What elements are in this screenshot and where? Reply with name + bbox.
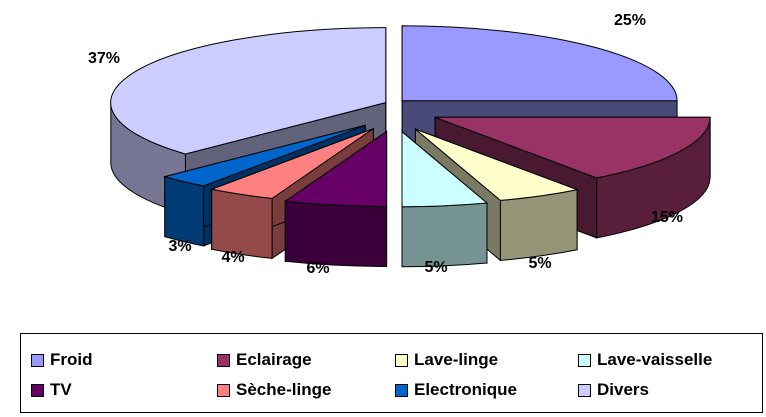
pie-chart-canvas: 25% 15% 5% 5% 6% 4% 3% 37%: [88, 12, 711, 277]
legend-swatch-divers: [578, 383, 591, 397]
legend-label-tv: TV: [50, 380, 72, 399]
slice-percent-label: 4%: [221, 249, 244, 266]
legend-swatch-eclairage: [217, 353, 230, 367]
legend-item-divers: Divers: [578, 378, 649, 402]
slice-percent-label: 25%: [614, 12, 646, 29]
legend-item-seche-linge: Sèche-linge: [217, 378, 331, 402]
legend-swatch-froid: [31, 353, 44, 367]
slice-percent-label: 5%: [424, 259, 447, 276]
legend-swatch-lave-vaisselle: [578, 353, 591, 367]
pie-slice: [283, 130, 388, 268]
legend-swatch-electronique: [395, 383, 408, 397]
legend-label-lave-vaisselle: Lave-vaisselle: [597, 350, 713, 369]
legend-swatch-seche-linge: [217, 383, 230, 397]
slice-percent-label: 3%: [168, 238, 191, 255]
legend-item-tv: TV: [31, 378, 72, 402]
legend-label-eclairage: Eclairage: [236, 350, 312, 369]
legend-item-eclairage: Eclairage: [217, 348, 312, 372]
legend-label-divers: Divers: [597, 380, 649, 399]
chart-legend: Froid Eclairage Lave-linge Lave-vaissell…: [20, 333, 763, 413]
legend-item-lave-linge: Lave-linge: [395, 348, 498, 372]
legend-item-lave-vaisselle: Lave-vaisselle: [578, 348, 712, 372]
slice-percent-label: 6%: [306, 260, 329, 277]
slice-percent-label: 5%: [528, 255, 551, 272]
legend-label-lave-linge: Lave-linge: [414, 350, 499, 369]
legend-item-electronique: Electronique: [395, 378, 517, 402]
legend-swatch-tv: [31, 383, 44, 397]
slice-percent-label: 37%: [88, 50, 120, 67]
legend-swatch-lave-linge: [395, 353, 408, 367]
legend-label-electronique: Electronique: [414, 380, 517, 399]
legend-label-seche-linge: Sèche-linge: [236, 380, 332, 399]
slice-percent-label: 15%: [651, 209, 683, 226]
legend-label-froid: Froid: [50, 350, 93, 369]
legend-item-froid: Froid: [31, 348, 93, 372]
pie-slice: [401, 130, 489, 268]
